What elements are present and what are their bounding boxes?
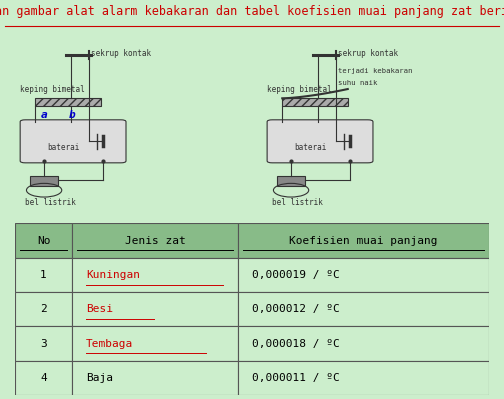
Text: 0,000018 / ºC: 0,000018 / ºC [252,338,340,349]
Text: bel listrik: bel listrik [25,198,76,207]
FancyBboxPatch shape [267,120,373,163]
Text: 2: 2 [40,304,47,314]
Bar [277,176,305,186]
Bar [35,98,101,106]
Text: Jenis zat: Jenis zat [124,235,185,246]
Bar [15,361,72,395]
Text: Perhatikan gambar alat alarm kebakaran dan tabel koefisien muai panjang zat beri: Perhatikan gambar alat alarm kebakaran d… [0,6,504,18]
Text: No: No [37,235,50,246]
Bar [15,292,72,326]
Bar [72,361,238,395]
Text: keping bimetal: keping bimetal [20,85,85,95]
Text: 1: 1 [40,270,47,280]
Text: suhu naik: suhu naik [339,80,378,86]
Text: 0,000012 / ºC: 0,000012 / ºC [252,304,340,314]
Bar [282,98,348,106]
Bar [238,326,489,361]
Text: Baja: Baja [86,373,113,383]
Bar [72,258,238,292]
Text: Koefisien muai panjang: Koefisien muai panjang [289,235,437,246]
Text: terjadi kebakaran: terjadi kebakaran [339,68,413,74]
Text: bel listrik: bel listrik [272,198,323,207]
Text: sekrup kontak: sekrup kontak [92,49,152,58]
Text: baterai: baterai [294,143,327,152]
Text: Tembaga: Tembaga [86,338,134,349]
Bar [15,326,72,361]
Text: 3: 3 [40,338,47,349]
Text: sekrup kontak: sekrup kontak [339,49,399,58]
Bar [15,258,72,292]
Text: Besi: Besi [86,304,113,314]
Text: a: a [40,110,47,120]
Bar [238,361,489,395]
Text: Kuningan: Kuningan [86,270,140,280]
Bar [238,223,489,258]
Bar [72,326,238,361]
Bar [30,176,58,186]
Text: 0,000011 / ºC: 0,000011 / ºC [252,373,340,383]
Bar [238,258,489,292]
Text: 0,000019 / ºC: 0,000019 / ºC [252,270,340,280]
Text: 4: 4 [40,373,47,383]
Bar [72,223,238,258]
Bar [238,292,489,326]
Bar [72,292,238,326]
Text: b: b [69,110,76,120]
FancyBboxPatch shape [20,120,126,163]
Text: baterai: baterai [47,143,80,152]
Text: keping bimetal: keping bimetal [267,85,332,95]
Bar [15,223,72,258]
